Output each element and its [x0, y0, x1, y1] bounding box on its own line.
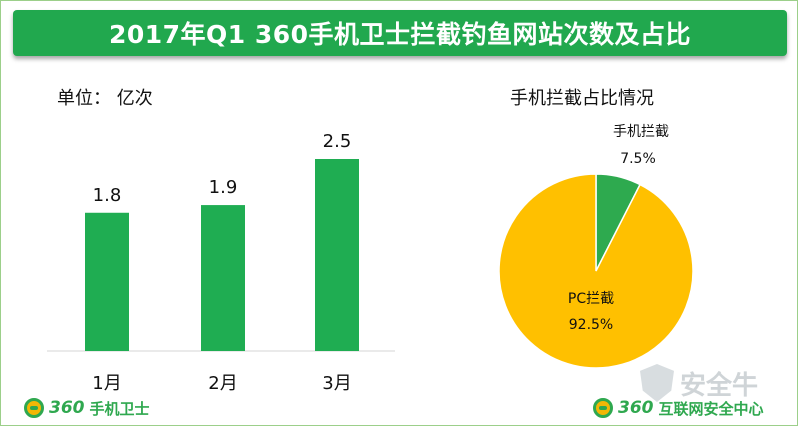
watermark: 安全牛 — [640, 364, 758, 402]
x-tick-label: 3月 — [322, 373, 351, 394]
logo-left-number: 360 — [49, 398, 85, 418]
bar-data-label: 1.9 — [209, 177, 238, 198]
page-title: 2017年Q1 360手机卫士拦截钓鱼网站次数及占比 — [13, 10, 787, 56]
logo-360-internet-security: 360 互联网安全中心 — [593, 397, 764, 419]
page-title-text: 2017年Q1 360手机卫士拦截钓鱼网站次数及占比 — [108, 20, 692, 49]
bar-data-label: 1.8 — [93, 185, 122, 206]
bar-data-label: 2.5 — [323, 131, 352, 152]
logo-right-number: 360 — [618, 398, 654, 418]
logo-360-mobile-guard: 360 手机卫士 — [24, 397, 150, 419]
unit-label: 单位： 亿次 — [57, 88, 153, 109]
bar-1 — [85, 212, 129, 351]
bar-3 — [315, 159, 359, 351]
bar-2 — [201, 205, 245, 351]
x-tick-label: 2月 — [208, 373, 237, 394]
360-logo-icon — [593, 398, 613, 418]
360-logo-icon — [24, 398, 44, 418]
x-tick-label: 1月 — [92, 373, 121, 394]
logo-right-name: 互联网安全中心 — [658, 399, 764, 418]
pie-title: 手机拦截占比情况 — [510, 88, 654, 109]
shield-icon — [640, 364, 674, 402]
logo-left-name: 手机卫士 — [89, 399, 150, 418]
watermark-text: 安全牛 — [680, 370, 759, 401]
